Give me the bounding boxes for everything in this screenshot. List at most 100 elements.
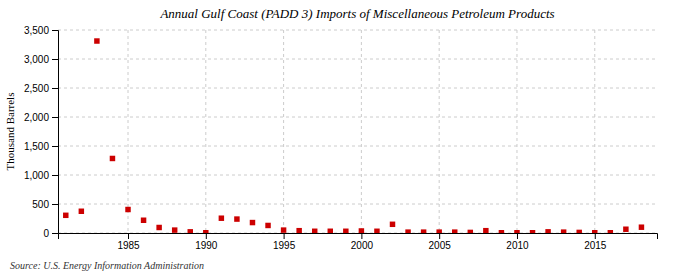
axis-line bbox=[59, 234, 658, 240]
point bbox=[250, 220, 255, 225]
point bbox=[296, 228, 301, 233]
grid-line bbox=[58, 30, 657, 31]
point bbox=[514, 230, 519, 233]
point bbox=[483, 228, 488, 233]
source: Source: U.S. Energy Information Administ… bbox=[10, 260, 204, 271]
tick-mark bbox=[595, 233, 596, 239]
tick: 1990 bbox=[195, 233, 218, 251]
point bbox=[94, 38, 99, 43]
point bbox=[623, 226, 628, 231]
tick-mark bbox=[52, 88, 58, 89]
point bbox=[639, 224, 644, 229]
tick-label: 1990 bbox=[195, 240, 218, 251]
grid-line bbox=[516, 30, 517, 233]
point bbox=[156, 225, 161, 230]
point bbox=[592, 230, 597, 233]
point bbox=[110, 156, 115, 161]
tick-label: 3,500 bbox=[24, 25, 49, 36]
point bbox=[608, 230, 613, 233]
tick: 2,000 bbox=[24, 112, 58, 123]
tick-label: 2010 bbox=[506, 240, 529, 251]
point bbox=[374, 229, 379, 233]
point bbox=[234, 216, 239, 221]
grid-line bbox=[58, 146, 657, 147]
point bbox=[219, 215, 224, 220]
point bbox=[343, 229, 348, 233]
point bbox=[125, 207, 130, 212]
point bbox=[79, 209, 84, 214]
tick: 2005 bbox=[429, 233, 452, 251]
tick-label: 2,000 bbox=[24, 112, 49, 123]
grid-line bbox=[128, 30, 129, 233]
axis-line bbox=[52, 31, 59, 234]
tick-label: 2015 bbox=[584, 240, 607, 251]
point bbox=[452, 229, 457, 233]
grid-line bbox=[205, 30, 206, 233]
point bbox=[141, 218, 146, 223]
tick-label: 1,500 bbox=[24, 141, 49, 152]
tick-mark bbox=[361, 233, 362, 239]
tick: 3,000 bbox=[24, 54, 58, 65]
tick-label: 500 bbox=[32, 199, 49, 210]
tick: 2015 bbox=[584, 233, 607, 251]
tick: 2000 bbox=[351, 233, 374, 251]
grid-line bbox=[58, 117, 657, 118]
tick-mark bbox=[517, 233, 518, 239]
grid-line bbox=[58, 59, 657, 60]
tick-mark bbox=[52, 30, 58, 31]
points bbox=[63, 38, 644, 233]
y-axis: 0 500 1,000 1,500 2,000 2,500 3,000 3,500 bbox=[24, 25, 59, 239]
point bbox=[405, 229, 410, 233]
tick: 0 bbox=[43, 228, 58, 239]
point bbox=[265, 223, 270, 228]
grid-line bbox=[594, 30, 595, 233]
grid-line bbox=[58, 175, 657, 176]
title: Annual Gulf Coast (PADD 3) Imports of Mi… bbox=[159, 6, 554, 21]
chart: 1985 1990 1995 2000 2005 2010 2015 0 500 1,000 1,5… bbox=[0, 0, 675, 275]
tick: 3,500 bbox=[24, 25, 58, 36]
point bbox=[561, 229, 566, 233]
point bbox=[281, 227, 286, 232]
tick-label: 3,000 bbox=[24, 54, 49, 65]
tick-mark bbox=[52, 59, 58, 60]
point bbox=[421, 229, 426, 233]
tick-mark bbox=[52, 117, 58, 118]
grid-line bbox=[58, 204, 657, 205]
point bbox=[499, 230, 504, 233]
grid bbox=[58, 30, 657, 233]
x-axis: 1985 1990 1995 2000 2005 2010 2015 bbox=[59, 233, 658, 251]
tick-label: 2,500 bbox=[24, 83, 49, 94]
tick-mark bbox=[52, 204, 58, 205]
tick: 500 bbox=[32, 199, 58, 210]
grid-line bbox=[283, 30, 284, 233]
tick: 2,500 bbox=[24, 83, 58, 94]
grid-line bbox=[439, 30, 440, 233]
point bbox=[468, 230, 473, 233]
tick-mark bbox=[439, 233, 440, 239]
point bbox=[203, 230, 208, 233]
point bbox=[312, 229, 317, 233]
point bbox=[172, 227, 177, 232]
tick-mark bbox=[52, 146, 58, 147]
tick: 2010 bbox=[506, 233, 529, 251]
plot: 1985 1990 1995 2000 2005 2010 2015 0 500 1,000 1,5… bbox=[24, 25, 658, 251]
tick: 1985 bbox=[117, 233, 140, 251]
point bbox=[63, 213, 68, 218]
tick: 1,000 bbox=[24, 170, 58, 181]
tick-label: 0 bbox=[43, 228, 49, 239]
point bbox=[328, 229, 333, 233]
grid-line bbox=[361, 30, 362, 233]
tick-label: 2005 bbox=[429, 240, 452, 251]
tick-label: 1,000 bbox=[24, 170, 49, 181]
tick: 1995 bbox=[273, 233, 296, 251]
tick-mark bbox=[206, 233, 207, 239]
point bbox=[530, 230, 535, 233]
tick-mark bbox=[52, 175, 58, 176]
tick-mark bbox=[52, 233, 58, 234]
point bbox=[390, 222, 395, 227]
y-axis-title: Thousand Barrels bbox=[4, 93, 16, 171]
point bbox=[359, 228, 364, 233]
point bbox=[436, 229, 441, 233]
tick-label: 1985 bbox=[117, 240, 140, 251]
point bbox=[545, 229, 550, 233]
